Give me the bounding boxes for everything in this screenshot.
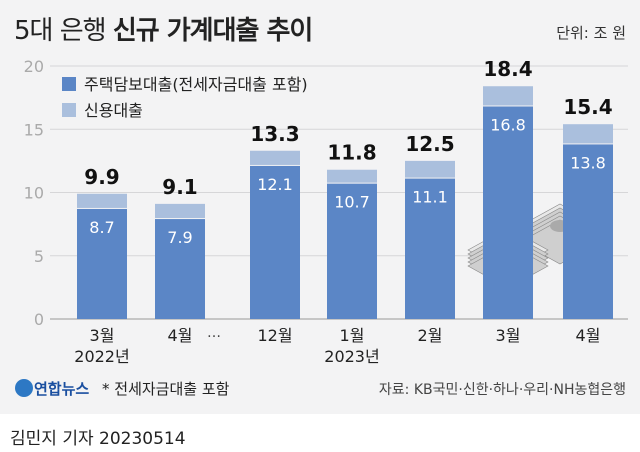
bar-total-label: 12.5 [405,132,454,156]
bar-value-label: 11.1 [412,188,448,207]
bar-value-label: 8.7 [89,218,114,237]
bar-value-label: 12.1 [257,175,293,194]
bar-credit [563,124,613,144]
bar-credit [155,203,205,219]
x-tick-label: 4월 [168,326,193,345]
y-tick-label: 15 [24,120,44,139]
x-tick-label: 4월 [576,326,601,345]
bar-credit [483,86,533,106]
chart-title: 5대 은행 신규 가계대출 추이 [14,16,313,46]
bar-mortgage [77,208,127,319]
x-tick-label: 2월 [418,326,443,345]
chart: 0 5 10 15 20 8.7 9.9 3월 7.9 9.1 4월 12.1 13.3 12월 10.7 1… [15,57,628,398]
bar-credit [327,169,377,183]
credit-line: 김민지 기자 20230514 [10,429,186,449]
y-tick-label: 20 [24,57,44,76]
bar-total-label: 9.1 [162,175,197,199]
bar-credit [77,193,127,208]
bar-mortgage [155,219,205,319]
legend-label: 주택담보대출(전세자금대출 포함) [84,75,308,94]
bar-value-label: 13.8 [570,153,606,172]
bar-total-label: 18.4 [483,57,532,81]
bar-mortgage [483,106,533,319]
x-tick-label: 3월 [90,326,115,345]
unit-label: 단위: 조 원 [556,24,626,42]
bar-total-label: 15.4 [563,95,612,119]
bar-total-label: 9.9 [84,165,119,189]
bar-value-label: 16.8 [490,115,526,134]
y-tick-label: 5 [34,247,44,266]
bar-total-label: 13.3 [250,122,299,146]
yonhap-logo-icon [15,379,33,397]
bar-mortgage [250,165,300,319]
source-label: 자료: KB국민·신한·하나·우리·NH농협은행 [379,382,626,398]
bar-value-label: 10.7 [334,193,370,212]
bar-mortgage [327,183,377,319]
bar-mortgage [563,144,613,319]
legend-label: 신용대출 [84,101,143,120]
bar-total-label: 11.8 [327,141,376,165]
footnote: * 전세자금대출 포함 [102,380,230,398]
x-tick-label: 3월 [496,326,521,345]
y-tick-label: 10 [24,184,44,203]
legend-swatch [62,103,76,117]
bar-credit [250,150,300,165]
bar-value-label: 7.9 [167,228,192,247]
year-label: 2022년 [74,347,129,366]
logo-text: 연합뉴스 [34,380,89,398]
legend-swatch [62,77,76,91]
y-tick-label: 0 [34,310,44,329]
bar-credit [405,160,455,178]
year-label: 2023년 [324,347,379,366]
x-tick-label: 12월 [257,326,292,345]
x-tick-label: 1월 [340,326,365,345]
axis-gap-label: … [207,325,221,341]
bar-mortgage [405,178,455,319]
